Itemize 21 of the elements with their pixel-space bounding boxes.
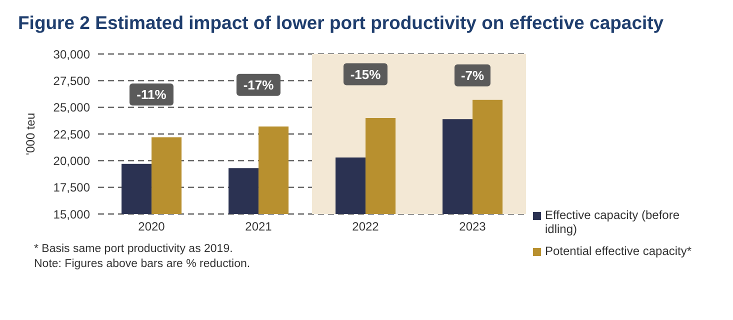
annotation: -7% <box>460 68 484 83</box>
y-tick-label: 22,500 <box>53 127 90 142</box>
text: Note: Figures above bars are % reduction. <box>34 257 250 272</box>
y-tick-label: 17,500 <box>53 180 90 195</box>
chart-title: Figure 2 Estimated impact of lower port productivity on effective capacity <box>18 12 664 34</box>
annotation: -17% <box>243 77 274 92</box>
y-tick-label: 20,000 <box>53 154 90 168</box>
legend-label: Effective capacity (before idling) <box>545 208 681 236</box>
y-axis-title: '000 teu <box>23 112 38 156</box>
x-tick-label: 2020 <box>138 220 166 234</box>
y-tick-label: 25,000 <box>53 100 90 115</box>
text: * Basis same port productivity as 2019. <box>34 242 234 257</box>
y-tick-label: 30,000 <box>53 47 90 62</box>
x-tick-label: 2022 <box>352 220 380 234</box>
legend-label: Potential effective capacity* <box>545 244 692 258</box>
annotation: -11% <box>136 87 167 102</box>
y-tick-label: 15,000 <box>53 207 90 222</box>
x-tick-label: 2023 <box>459 220 486 234</box>
annotation: -15% <box>350 66 382 82</box>
y-tick-label: 27,500 <box>53 74 90 88</box>
x-tick-label: 2021 <box>245 220 272 234</box>
